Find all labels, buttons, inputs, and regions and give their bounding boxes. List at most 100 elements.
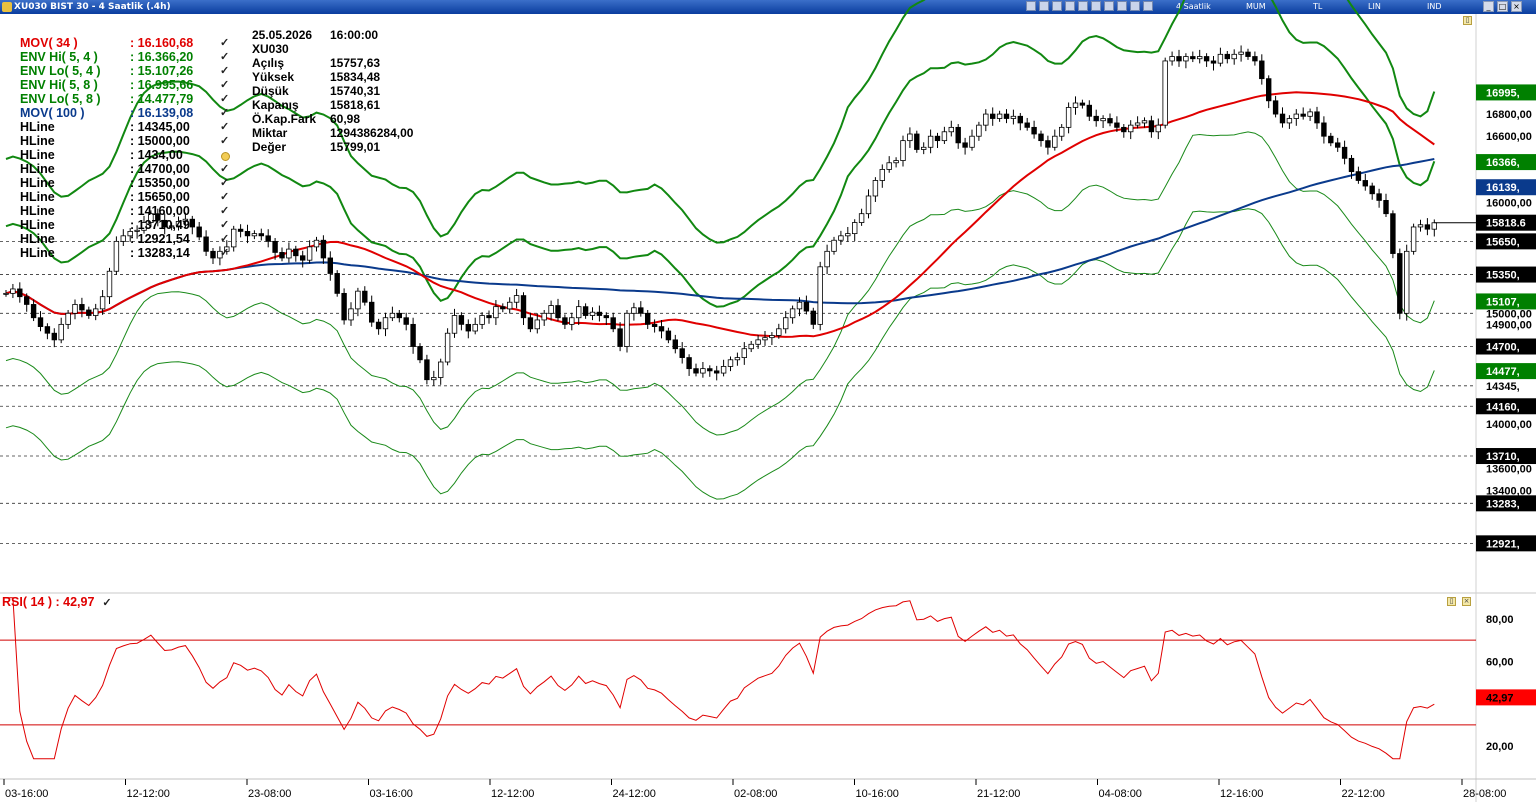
time-tick-label: 10-16:00	[856, 788, 899, 800]
info-value: 1294386284,00	[330, 126, 414, 140]
candle-body	[23, 296, 30, 305]
candle-body	[769, 335, 775, 339]
legend-value: : 14345,00	[130, 120, 190, 134]
restore-button[interactable]: □	[1497, 1, 1508, 12]
candle-body	[451, 315, 458, 334]
candle-body	[155, 213, 161, 221]
minimize-button[interactable]: _	[1483, 1, 1494, 12]
toolbar-icon-9[interactable]	[1130, 1, 1140, 11]
candle-body	[375, 321, 382, 330]
panel-expand-icon[interactable]: ▯	[1463, 16, 1472, 25]
candle-body	[645, 312, 651, 325]
price-badge	[1476, 338, 1536, 355]
rsi-tick: 60,00	[1486, 656, 1514, 668]
toolbar-icon-4[interactable]	[1065, 1, 1075, 11]
check-icon[interactable]: ✓	[220, 205, 230, 217]
price-badge-label: 15107,	[1486, 296, 1520, 308]
check-icon[interactable]: ✓	[220, 233, 230, 245]
toolbar-icon-7[interactable]	[1104, 1, 1114, 11]
rsi-tick: 20,00	[1486, 741, 1514, 753]
candle-body	[700, 368, 706, 374]
price-tick: 16800,00	[1486, 109, 1532, 121]
check-icon[interactable]: ✓	[220, 163, 230, 175]
check-icon[interactable]: ✓	[220, 121, 230, 133]
candle-body	[493, 306, 499, 319]
check-icon[interactable]: ✓	[220, 219, 230, 231]
close-button[interactable]: ×	[1511, 1, 1522, 12]
candle-body	[1293, 113, 1299, 119]
candle-body	[914, 133, 920, 150]
check-icon[interactable]: ✓	[220, 79, 230, 91]
candle-body	[265, 235, 271, 242]
time-tick-label: 02-08:00	[734, 788, 777, 800]
time-tick-label: 12-12:00	[127, 788, 170, 800]
check-icon[interactable]: ✓	[220, 65, 230, 77]
toolbar-icon-1[interactable]	[1026, 1, 1036, 11]
candle-body	[1017, 115, 1023, 124]
candle-body	[534, 319, 540, 330]
legend-name: HLine	[20, 134, 55, 148]
check-icon[interactable]: ✓	[102, 597, 112, 609]
rsi-close-icon[interactable]: ×	[1462, 597, 1471, 606]
candle-body	[17, 288, 23, 298]
candle-body	[313, 239, 320, 248]
legend-value: : 13283,14	[130, 246, 190, 260]
candle-body	[1245, 51, 1251, 57]
candle-body	[127, 230, 133, 237]
currency-selector[interactable]: TL	[1313, 2, 1323, 11]
toolbar-icon-2[interactable]	[1039, 1, 1049, 11]
candle-body	[548, 305, 554, 314]
candle-body	[210, 250, 216, 259]
candle-body	[224, 246, 230, 252]
check-icon[interactable]: ✓	[220, 37, 230, 49]
candle-body	[541, 312, 547, 321]
info-value: 15757,63	[330, 56, 381, 70]
candle-body	[1410, 226, 1417, 252]
candle-body	[320, 239, 327, 259]
candle-body	[1148, 120, 1155, 133]
toolbar-icon-6[interactable]	[1091, 1, 1101, 11]
legend-value: : 14700,00	[130, 162, 190, 176]
toolbar-icon-3[interactable]	[1052, 1, 1062, 11]
toolbar-icon-8[interactable]	[1117, 1, 1127, 11]
time-tick-label: 21-12:00	[977, 788, 1020, 800]
candle-body	[1162, 60, 1168, 126]
check-icon[interactable]: ✓	[220, 247, 230, 259]
toolbar-icons[interactable]	[1026, 1, 1156, 16]
candle-body	[286, 248, 292, 259]
candle-body	[472, 323, 478, 332]
candle-body	[258, 233, 264, 237]
price-badge-label: 12921,	[1486, 538, 1520, 550]
rsi-value-badge	[1476, 689, 1536, 706]
candle-body	[396, 312, 402, 319]
candle-body	[707, 368, 713, 372]
check-icon[interactable]: ✓	[220, 177, 230, 189]
candle-body	[1266, 78, 1272, 102]
legend-name: MOV( 34 )	[20, 36, 78, 50]
period-selector[interactable]: 4 Saatlik	[1176, 2, 1211, 11]
indicator-selector[interactable]: IND	[1427, 2, 1442, 11]
toolbar-icon-5[interactable]	[1078, 1, 1088, 11]
candle-body	[486, 315, 492, 319]
candle-body	[306, 246, 313, 261]
env-hi-8-line	[5, 0, 1436, 244]
toolbar-icon-10[interactable]	[1143, 1, 1153, 11]
hidden-dot-icon[interactable]	[221, 152, 230, 161]
chart-type-selector[interactable]: MUM	[1246, 2, 1266, 11]
candle-body	[865, 195, 872, 215]
candle-body	[1404, 250, 1410, 314]
candle-body	[651, 323, 658, 327]
check-icon[interactable]: ✓	[220, 93, 230, 105]
rsi-expand-icon[interactable]: ▯	[1447, 597, 1456, 606]
info-key: 25.05.2026	[252, 28, 313, 42]
candle-body	[1079, 102, 1086, 106]
price-badge-label: 16366,	[1486, 157, 1520, 169]
scale-selector[interactable]: LIN	[1368, 2, 1381, 11]
candle-body	[596, 311, 603, 316]
check-icon[interactable]: ✓	[220, 135, 230, 147]
check-icon[interactable]: ✓	[220, 51, 230, 63]
legend-value: : 12921,54	[130, 232, 190, 246]
check-icon[interactable]: ✓	[220, 191, 230, 203]
check-icon[interactable]: ✓	[220, 107, 230, 119]
